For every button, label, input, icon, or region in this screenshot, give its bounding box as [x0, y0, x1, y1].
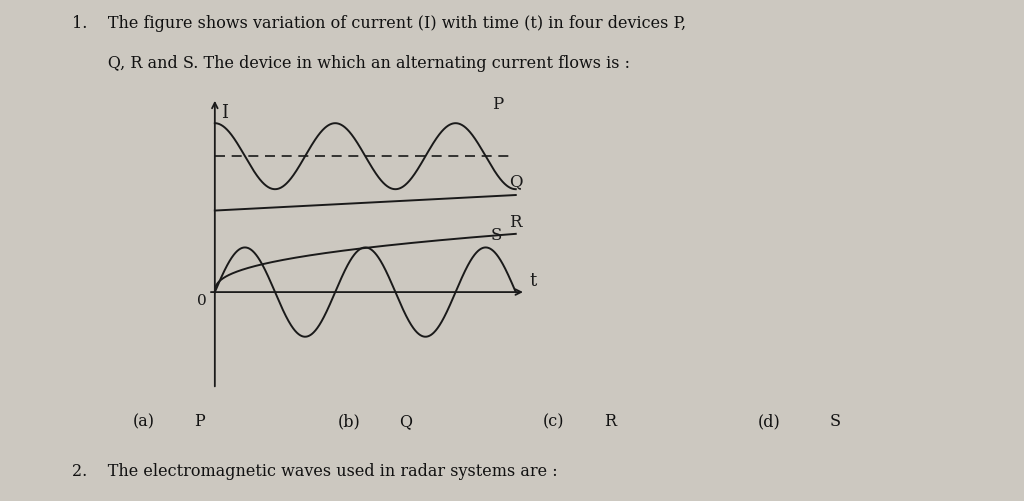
Text: R: R — [604, 413, 616, 430]
Text: (c): (c) — [543, 413, 564, 430]
Text: P: P — [493, 97, 504, 114]
Text: S: S — [490, 226, 502, 243]
Text: 0: 0 — [197, 294, 207, 308]
Text: Q, R and S. The device in which an alternating current flows is :: Q, R and S. The device in which an alter… — [72, 55, 630, 72]
Text: 1.    The figure shows variation of current (I) with time (t) in four devices P,: 1. The figure shows variation of current… — [72, 15, 686, 32]
Text: (a): (a) — [133, 413, 155, 430]
Text: 2.    The electromagnetic waves used in radar systems are :: 2. The electromagnetic waves used in rad… — [72, 463, 557, 480]
Text: Q: Q — [509, 173, 522, 190]
Text: R: R — [509, 214, 521, 231]
Text: I: I — [221, 104, 228, 122]
Text: P: P — [195, 413, 205, 430]
Text: (d): (d) — [758, 413, 780, 430]
Text: Q: Q — [399, 413, 413, 430]
Text: t: t — [529, 272, 537, 290]
Text: S: S — [829, 413, 841, 430]
Text: (b): (b) — [338, 413, 360, 430]
